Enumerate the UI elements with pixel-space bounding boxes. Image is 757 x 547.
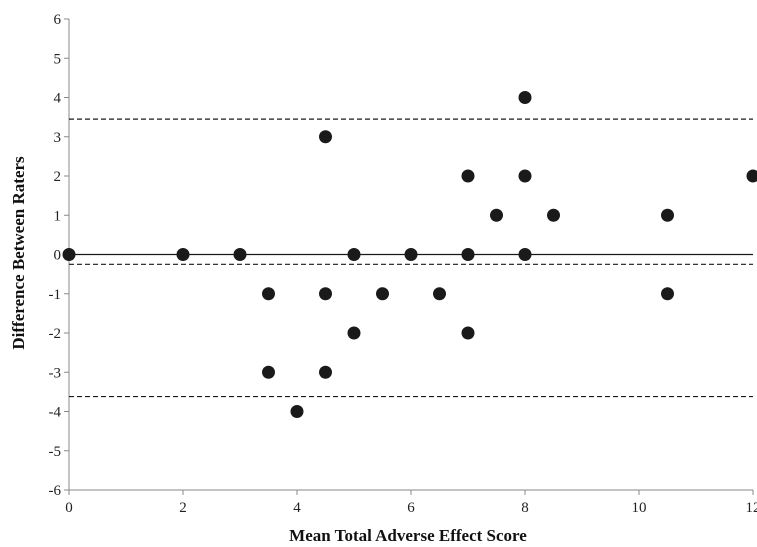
data-point xyxy=(262,287,275,301)
data-point xyxy=(518,91,532,104)
data-point xyxy=(347,248,361,261)
x-tick-label: 2 xyxy=(179,500,187,516)
y-tick-label: -3 xyxy=(49,365,62,381)
data-point xyxy=(661,287,674,301)
y-tick-label: 0 xyxy=(54,248,62,264)
data-point xyxy=(347,326,361,340)
data-point xyxy=(319,130,332,144)
data-point xyxy=(490,208,503,222)
x-tick-label: 12 xyxy=(746,500,757,516)
y-tick-label: 3 xyxy=(54,130,62,146)
x-tick-label: 6 xyxy=(407,500,415,516)
y-tick-label: -6 xyxy=(49,483,62,499)
data-point xyxy=(62,248,76,261)
x-tick-label: 4 xyxy=(293,500,301,516)
data-point xyxy=(461,248,475,261)
x-tick-label: 8 xyxy=(521,500,529,516)
x-tick-label: 0 xyxy=(65,500,73,516)
y-tick-label: 5 xyxy=(54,51,62,67)
data-point xyxy=(461,326,475,340)
x-tick-label: 10 xyxy=(632,500,647,516)
x-axis-title: Mean Total Adverse Effect Score xyxy=(289,526,527,545)
y-tick-label: 2 xyxy=(54,169,62,185)
y-tick-label: 4 xyxy=(54,91,62,107)
data-point xyxy=(661,208,674,222)
data-point xyxy=(433,287,446,301)
data-point xyxy=(319,287,332,301)
data-point xyxy=(404,248,418,261)
y-axis-title: Difference Between Raters xyxy=(9,156,28,350)
data-point xyxy=(376,287,389,301)
y-tick-label: 1 xyxy=(54,208,62,224)
data-point xyxy=(547,208,560,222)
data-point xyxy=(518,248,532,261)
data-point xyxy=(518,169,532,183)
data-point xyxy=(319,365,332,379)
data-points xyxy=(62,91,757,418)
data-point xyxy=(233,248,247,261)
y-tick-label: -5 xyxy=(49,444,62,460)
y-tick-label: -4 xyxy=(49,405,62,421)
y-tick-label: -1 xyxy=(49,287,62,303)
y-tick-label: -2 xyxy=(49,326,62,342)
data-point xyxy=(461,169,475,183)
data-point xyxy=(176,248,190,261)
data-point xyxy=(290,405,304,418)
data-point xyxy=(262,365,275,379)
data-point xyxy=(746,169,757,183)
y-tick-label: 6 xyxy=(54,12,62,28)
